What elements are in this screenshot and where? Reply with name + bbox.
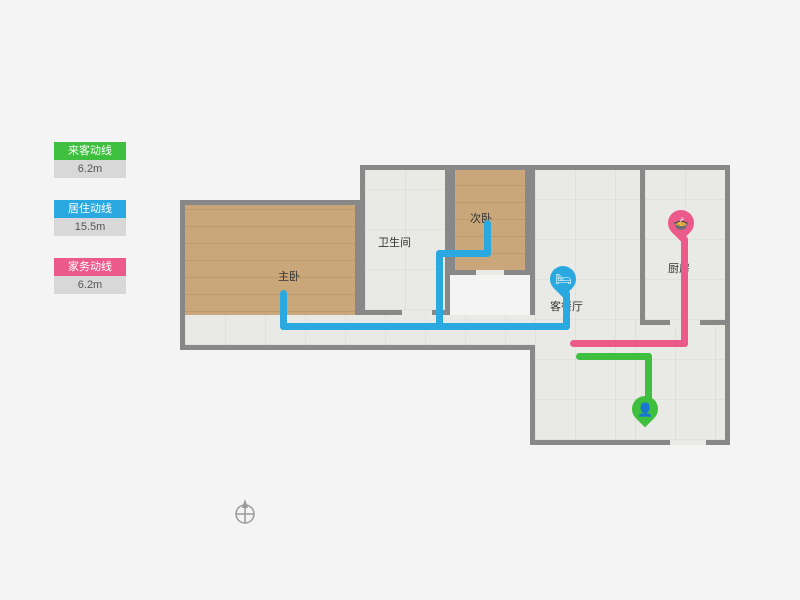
path-segment <box>576 353 652 360</box>
path-segment <box>681 236 688 347</box>
legend-visitor-label: 来客动线 <box>54 142 126 160</box>
compass-icon <box>230 496 260 526</box>
room-label-master: 主卧 <box>278 268 300 284</box>
room-label-bathroom: 卫生间 <box>378 234 411 250</box>
path-segment <box>436 250 490 257</box>
path-segment <box>570 340 688 347</box>
legend-visitor: 来客动线 6.2m <box>54 142 126 178</box>
legend-chores-label: 家务动线 <box>54 258 126 276</box>
door-second <box>476 270 504 275</box>
legend: 来客动线 6.2m 居住动线 15.5m 家务动线 6.2m <box>54 142 126 316</box>
path-segment <box>436 250 443 330</box>
flow-marker: 👤 <box>632 396 658 430</box>
door-entrance <box>670 440 706 445</box>
floor-plan: 主卧 卫生间 次卧 客餐厅 厨房 🛏🍲👤 <box>180 140 760 470</box>
legend-living-label: 居住动线 <box>54 200 126 218</box>
corridor <box>180 315 535 350</box>
path-segment <box>280 323 570 330</box>
legend-chores-value: 6.2m <box>54 276 126 294</box>
flow-marker: 🍲 <box>668 210 694 244</box>
legend-visitor-value: 6.2m <box>54 160 126 178</box>
flow-marker: 🛏 <box>550 266 576 300</box>
legend-living-value: 15.5m <box>54 218 126 236</box>
legend-living: 居住动线 15.5m <box>54 200 126 236</box>
room-living <box>530 165 640 445</box>
path-segment <box>484 220 491 257</box>
legend-chores: 家务动线 6.2m <box>54 258 126 294</box>
